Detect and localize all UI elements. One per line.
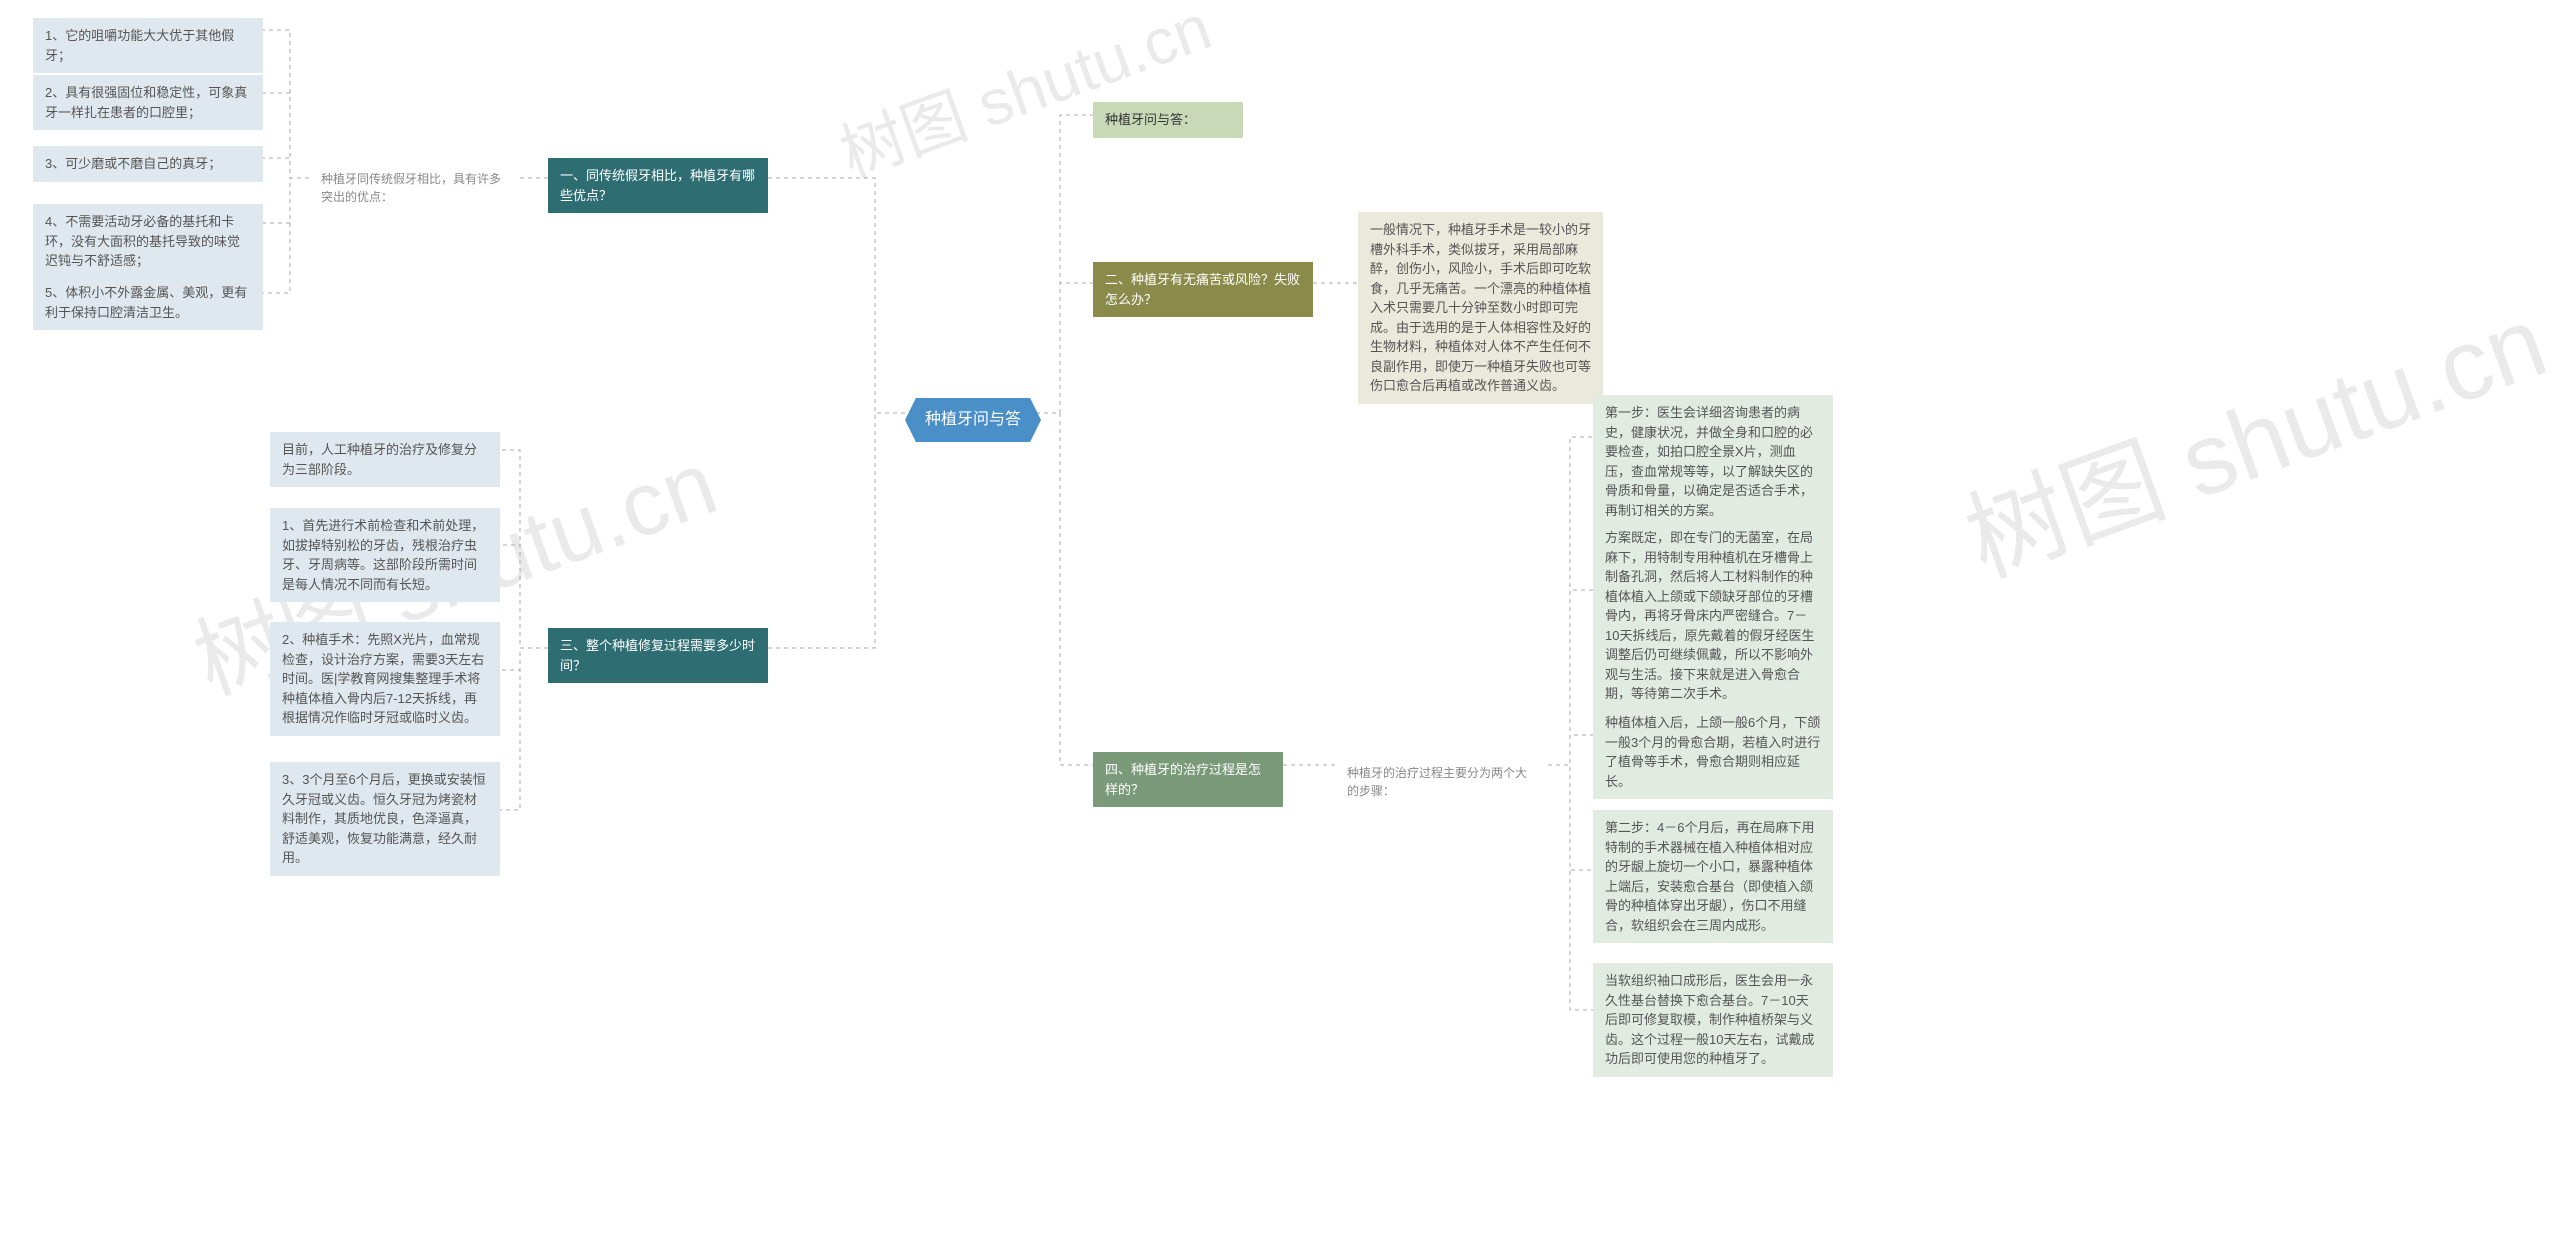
center-node[interactable]: 种植牙问与答 bbox=[905, 398, 1041, 442]
leaf-r4-0-text: 第一步：医生会详细咨询患者的病史，健康状况，并做全身和口腔的必要检查，如拍口腔全… bbox=[1605, 405, 1813, 518]
leaf-l3-3: 3、3个月至6个月后，更换或安装恒久牙冠或义齿。恒久牙冠为烤瓷材料制作，其质地优… bbox=[270, 762, 500, 876]
leaf-l3-2: 2、种植手术：先照X光片，血常规检查，设计治疗方案，需要3天左右时间。医|学教育… bbox=[270, 622, 500, 736]
branch-l3[interactable]: 三、整个种植修复过程需要多少时间？ bbox=[548, 628, 768, 683]
leaf-l1-3-text: 4、不需要活动牙必备的基托和卡环，没有大面积的基托导致的味觉迟钝与不舒适感； bbox=[45, 214, 240, 268]
leaf-l1-2-text: 3、可少磨或不磨自己的真牙； bbox=[45, 156, 221, 171]
leaf-r2-body: 一般情况下，种植牙手术是一较小的牙槽外科手术，类似拔牙，采用局部麻醉，创伤小，风… bbox=[1358, 212, 1603, 404]
leaf-l3-3-text: 3、3个月至6个月后，更换或安装恒久牙冠或义齿。恒久牙冠为烤瓷材料制作，其质地优… bbox=[282, 772, 486, 865]
leaf-l3-1-text: 1、首先进行术前检查和术前处理，如拔掉特别松的牙齿，残根治疗虫牙、牙周病等。这部… bbox=[282, 518, 484, 592]
branch-r4[interactable]: 四、种植牙的治疗过程是怎样的？ bbox=[1093, 752, 1283, 807]
leaf-r4-3-text: 第二步：4－6个月后，再在局麻下用特制的手术器械在植入种植体相对应的牙龈上旋切一… bbox=[1605, 820, 1814, 933]
branch-r2[interactable]: 二、种植牙有无痛苦或风险？失败怎么办？ bbox=[1093, 262, 1313, 317]
branch-l1[interactable]: 一、同传统假牙相比，种植牙有哪些优点？ bbox=[548, 158, 768, 213]
leaf-r2-text: 一般情况下，种植牙手术是一较小的牙槽外科手术，类似拔牙，采用局部麻醉，创伤小，风… bbox=[1370, 222, 1591, 393]
leaf-r4-4: 当软组织袖口成形后，医生会用一永久性基台替换下愈合基台。7－10天后即可修复取模… bbox=[1593, 963, 1833, 1077]
branch-l1-label: 一、同传统假牙相比，种植牙有哪些优点？ bbox=[560, 168, 755, 203]
leaf-r4-2: 种植体植入后，上颌一般6个月，下颌一般3个月的骨愈合期，若植入时进行了植骨等手术… bbox=[1593, 705, 1833, 799]
leaf-l1-1: 2、具有很强固位和稳定性，可象真牙一样扎在患者的口腔里； bbox=[33, 75, 263, 130]
leaf-l3-0-text: 目前，人工种植牙的治疗及修复分为三部阶段。 bbox=[282, 442, 477, 477]
branch-r0[interactable]: 种植牙问与答： bbox=[1093, 102, 1243, 138]
watermark: 树图 shutu.cn bbox=[1943, 261, 2560, 604]
branch-r2-label: 二、种植牙有无痛苦或风险？失败怎么办？ bbox=[1105, 272, 1300, 307]
leaf-r4-3: 第二步：4－6个月后，再在局麻下用特制的手术器械在植入种植体相对应的牙龈上旋切一… bbox=[1593, 810, 1833, 943]
leaf-l3-1: 1、首先进行术前检查和术前处理，如拔掉特别松的牙齿，残根治疗虫牙、牙周病等。这部… bbox=[270, 508, 500, 602]
leaf-r4-1: 方案既定，即在专门的无菌室，在局麻下，用特制专用种植机在牙槽骨上制备孔洞，然后将… bbox=[1593, 520, 1833, 712]
conn-r4-text: 种植牙的治疗过程主要分为两个大的步骤： bbox=[1347, 766, 1527, 798]
leaf-l1-4: 5、体积小不外露金属、美观，更有利于保持口腔清洁卫生。 bbox=[33, 275, 263, 330]
leaf-r4-0: 第一步：医生会详细咨询患者的病史，健康状况，并做全身和口腔的必要检查，如拍口腔全… bbox=[1593, 395, 1833, 528]
branch-r0-label: 种植牙问与答： bbox=[1105, 112, 1196, 127]
leaf-l1-3: 4、不需要活动牙必备的基托和卡环，没有大面积的基托导致的味觉迟钝与不舒适感； bbox=[33, 204, 263, 279]
conn-l1: 种植牙同传统假牙相比，具有许多突出的优点： bbox=[309, 162, 524, 214]
leaf-r4-4-text: 当软组织袖口成形后，医生会用一永久性基台替换下愈合基台。7－10天后即可修复取模… bbox=[1605, 973, 1814, 1066]
leaf-l1-0: 1、它的咀嚼功能大大优于其他假牙； bbox=[33, 18, 263, 73]
leaf-l3-2-text: 2、种植手术：先照X光片，血常规检查，设计治疗方案，需要3天左右时间。医|学教育… bbox=[282, 632, 484, 725]
conn-l1-text: 种植牙同传统假牙相比，具有许多突出的优点： bbox=[321, 172, 501, 204]
watermark: 树图 shutu.cn bbox=[826, 0, 1222, 196]
leaf-r4-1-text: 方案既定，即在专门的无菌室，在局麻下，用特制专用种植机在牙槽骨上制备孔洞，然后将… bbox=[1605, 530, 1814, 701]
conn-r4: 种植牙的治疗过程主要分为两个大的步骤： bbox=[1335, 756, 1550, 808]
branch-l3-label: 三、整个种植修复过程需要多少时间？ bbox=[560, 638, 755, 673]
leaf-l1-4-text: 5、体积小不外露金属、美观，更有利于保持口腔清洁卫生。 bbox=[45, 285, 247, 320]
branch-r4-label: 四、种植牙的治疗过程是怎样的？ bbox=[1105, 762, 1261, 797]
leaf-l1-0-text: 1、它的咀嚼功能大大优于其他假牙； bbox=[45, 28, 234, 63]
leaf-l3-0: 目前，人工种植牙的治疗及修复分为三部阶段。 bbox=[270, 432, 500, 487]
center-label: 种植牙问与答 bbox=[925, 411, 1021, 428]
leaf-l1-1-text: 2、具有很强固位和稳定性，可象真牙一样扎在患者的口腔里； bbox=[45, 85, 247, 120]
leaf-r4-2-text: 种植体植入后，上颌一般6个月，下颌一般3个月的骨愈合期，若植入时进行了植骨等手术… bbox=[1605, 715, 1820, 789]
leaf-l1-2: 3、可少磨或不磨自己的真牙； bbox=[33, 146, 263, 182]
